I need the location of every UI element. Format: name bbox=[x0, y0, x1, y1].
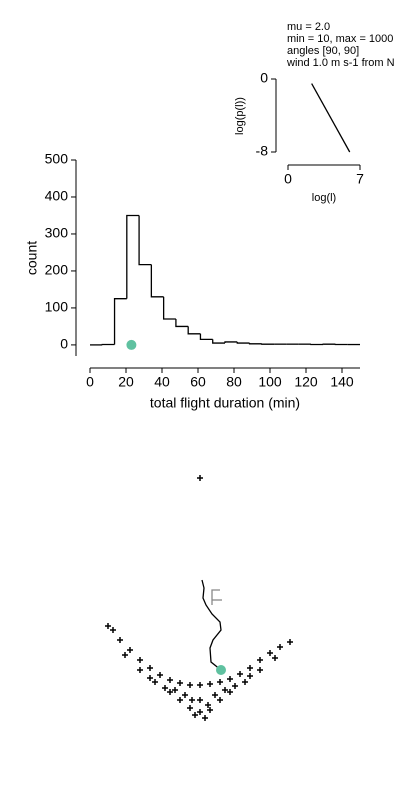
point bbox=[187, 705, 193, 711]
point bbox=[127, 647, 133, 653]
x-tick-label: 100 bbox=[258, 374, 282, 390]
y-tick-label: 0 bbox=[60, 336, 68, 352]
line bbox=[311, 83, 351, 153]
trajectory bbox=[211, 589, 220, 605]
x-tick-label: 0 bbox=[86, 374, 94, 390]
x-axis-label: log(l) bbox=[312, 192, 336, 204]
x-tick-label: 60 bbox=[190, 374, 206, 390]
annotation: wind 1.0 m s-1 from N bbox=[286, 57, 395, 69]
point bbox=[207, 707, 213, 713]
x-tick-label: 0 bbox=[284, 171, 292, 187]
marker bbox=[216, 665, 226, 675]
point bbox=[257, 657, 263, 663]
point bbox=[162, 685, 168, 691]
point bbox=[192, 712, 198, 718]
point bbox=[232, 683, 238, 689]
y-axis-label: count bbox=[24, 241, 40, 275]
annotation: min = 10, max = 1000 bbox=[287, 33, 393, 45]
point bbox=[287, 639, 293, 645]
x-tick-label: 7 bbox=[356, 171, 364, 187]
trajectory bbox=[201, 579, 222, 671]
histogram-bin bbox=[162, 296, 176, 320]
x-tick-label: 20 bbox=[118, 374, 134, 390]
point bbox=[202, 715, 208, 721]
y-axis-label: log(p(l)) bbox=[234, 97, 246, 135]
y-tick-label: 0 bbox=[260, 70, 268, 86]
point bbox=[189, 697, 195, 703]
point bbox=[187, 682, 193, 688]
point bbox=[247, 673, 253, 679]
y-tick-label: 200 bbox=[45, 262, 69, 278]
point bbox=[177, 680, 183, 686]
annotation: mu = 2.0 bbox=[287, 21, 330, 33]
x-tick-label: 40 bbox=[154, 374, 170, 390]
point bbox=[205, 702, 211, 708]
point bbox=[242, 679, 248, 685]
histogram-bin bbox=[150, 264, 164, 298]
y-tick-label: -8 bbox=[256, 143, 269, 159]
point bbox=[182, 692, 188, 698]
x-tick-label: 120 bbox=[294, 374, 318, 390]
point bbox=[110, 627, 116, 633]
point bbox=[172, 687, 178, 693]
point bbox=[137, 657, 143, 663]
histogram-bin bbox=[175, 319, 189, 328]
point bbox=[227, 676, 233, 682]
point bbox=[222, 687, 228, 693]
y-tick-label: 100 bbox=[45, 299, 69, 315]
y-tick-label: 400 bbox=[45, 188, 69, 204]
point bbox=[237, 671, 243, 677]
point bbox=[197, 697, 203, 703]
point bbox=[207, 681, 213, 687]
point bbox=[217, 679, 223, 685]
point bbox=[227, 689, 233, 695]
point bbox=[277, 644, 283, 650]
point bbox=[272, 655, 278, 661]
annotation: angles [90, 90] bbox=[287, 45, 359, 57]
y-tick-label: 300 bbox=[45, 225, 69, 241]
point bbox=[167, 689, 173, 695]
point bbox=[197, 475, 203, 481]
histogram-bin bbox=[199, 333, 213, 341]
point bbox=[122, 652, 128, 658]
point bbox=[177, 697, 183, 703]
point bbox=[105, 623, 111, 629]
histogram-bin bbox=[248, 343, 262, 345]
point bbox=[197, 682, 203, 688]
y-tick-label: 500 bbox=[45, 151, 69, 167]
histogram-bin bbox=[224, 341, 238, 344]
point bbox=[147, 675, 153, 681]
histogram-bin bbox=[236, 341, 250, 344]
point bbox=[267, 650, 273, 656]
point bbox=[247, 665, 253, 671]
point bbox=[167, 677, 173, 683]
point bbox=[157, 672, 163, 678]
point bbox=[257, 667, 263, 673]
x-tick-label: 80 bbox=[226, 374, 242, 390]
point bbox=[197, 709, 203, 715]
histogram-bin bbox=[126, 214, 140, 299]
marker bbox=[126, 339, 137, 350]
histogram-bin bbox=[212, 339, 225, 344]
x-axis-label: total flight duration (min) bbox=[150, 395, 300, 411]
x-tick-label: 140 bbox=[330, 374, 354, 390]
histogram-bin bbox=[187, 326, 201, 335]
point bbox=[212, 692, 218, 698]
point bbox=[137, 667, 143, 673]
histogram-bin bbox=[113, 298, 127, 345]
histogram-bin bbox=[138, 215, 152, 266]
point bbox=[152, 679, 158, 685]
point bbox=[217, 697, 223, 703]
point bbox=[147, 665, 153, 671]
point bbox=[117, 637, 123, 643]
